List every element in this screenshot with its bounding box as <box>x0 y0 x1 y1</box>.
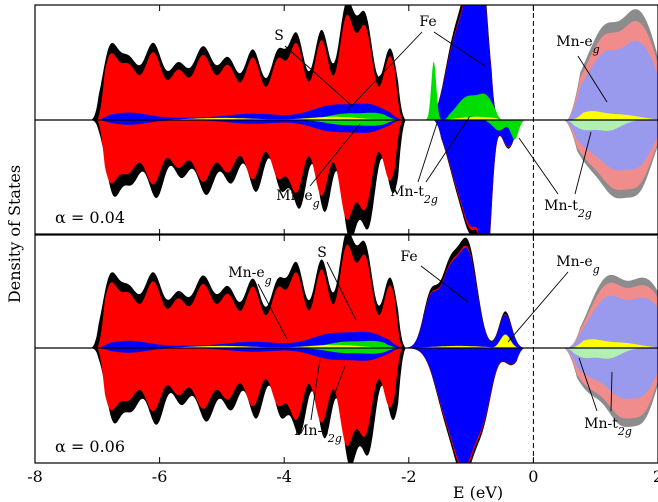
annotation-leader <box>310 358 321 421</box>
x-axis-title: E (eV) <box>453 483 503 502</box>
annotations: S Fe Mn-eg Mn-eg Mn-t2g Mn-t2g Mn-eg S Fe Mn-eg Mn… <box>228 14 632 445</box>
annotation-leader <box>326 261 357 321</box>
annotation-s: S <box>274 28 284 44</box>
annotation-leader <box>577 55 608 103</box>
annotation-leader <box>518 137 559 195</box>
mn-eg-fe-up <box>433 116 509 120</box>
annotation-fe: Fe <box>419 14 436 30</box>
panel-alpha-006 <box>35 235 658 463</box>
panel-2-frame <box>34 234 658 464</box>
annotation-leader <box>574 131 592 195</box>
mn-t2g-down-valence <box>78 120 415 126</box>
x-tick-label: 2 <box>653 467 658 486</box>
panel-1-label: α = 0.04 <box>55 208 125 227</box>
annotation-mn-eg-bottom: Mn-eg <box>276 188 319 210</box>
panel-2-label: α = 0.06 <box>55 437 125 456</box>
unocc-t2g-down <box>558 348 658 359</box>
y-axis-title: Density of States <box>5 165 24 303</box>
unocc-fe-up <box>558 295 658 348</box>
x-tick-label: 0 <box>528 467 538 486</box>
annotation-leader <box>578 357 598 412</box>
annotation-leader <box>284 45 353 107</box>
annotation-mn-t2g-left: Mn-t2g <box>294 423 342 445</box>
annotation-leader <box>257 283 288 340</box>
annotation-leader <box>417 119 439 183</box>
annotation-mn-t2g-right: Mn-t2g <box>584 416 632 438</box>
fe-band-down <box>390 120 534 234</box>
mn-eg-up-valence <box>78 344 415 348</box>
annotation-leader <box>344 31 423 114</box>
x-tick-label: -2 <box>401 467 417 486</box>
mn-t2g-fe-down <box>477 120 534 140</box>
annotation-mn-eg-top: Mn-eg <box>556 34 599 56</box>
annotation-mn-eg-left: Mn-eg <box>228 265 271 287</box>
mn-t2g-down-valence <box>78 348 415 354</box>
x-tick-label: -4 <box>276 467 292 486</box>
unocc-fe-up <box>558 40 658 120</box>
unocc-eg-up <box>558 339 658 348</box>
annotation-leader <box>433 31 486 67</box>
fe-band-up <box>390 5 534 120</box>
fe-band-up <box>390 247 534 348</box>
annotation-leader <box>420 265 469 303</box>
s-dos-down <box>78 348 415 447</box>
fe-band-down <box>390 348 534 463</box>
unocc-t2g-down <box>558 120 658 131</box>
x-tick-label: -6 <box>152 467 168 486</box>
annotation-leader <box>507 271 569 343</box>
mn-t2g-fe-up <box>433 93 509 120</box>
unocc-fe-down <box>558 348 658 399</box>
annotation-s: S <box>317 245 327 261</box>
s-dos-down <box>78 120 415 220</box>
s-dos-up <box>78 244 415 348</box>
x-axis-ticks: -8 -6 -4 -2 0 2 <box>27 5 658 486</box>
x-tick-label: -8 <box>27 467 43 486</box>
annotation-mn-t2g-right: Mn-t2g <box>544 198 592 220</box>
panel-alpha-004 <box>35 5 658 234</box>
annotation-fe: Fe <box>400 249 417 265</box>
unocc-fe-down <box>558 120 658 171</box>
mn-t2g-peak <box>415 61 453 120</box>
annotation-leader <box>610 371 613 412</box>
annotation-leader <box>324 365 346 421</box>
annotation-leader <box>309 123 361 187</box>
annotation-mn-t2g-left: Mn-t2g <box>390 184 438 206</box>
annotation-mn-eg-right: Mn-eg <box>556 254 599 276</box>
unocc-eg-up <box>558 111 658 120</box>
panel-1-frame <box>34 4 658 235</box>
s-dos-up <box>78 14 415 120</box>
annotation-leader <box>425 115 471 183</box>
mn-eg-up-valence <box>78 116 415 120</box>
